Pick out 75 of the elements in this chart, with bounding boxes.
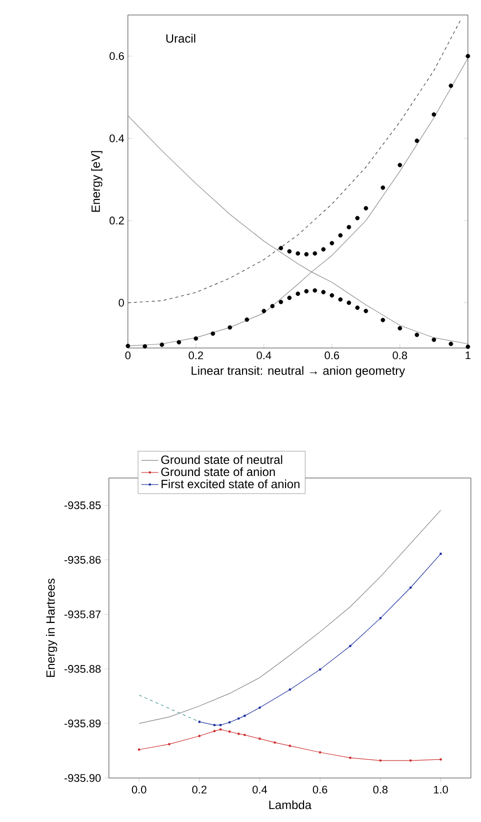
point bbox=[287, 296, 292, 300]
point bbox=[126, 344, 130, 348]
point bbox=[414, 332, 420, 338]
point bbox=[364, 308, 368, 314]
x-tick-label: 0.4 bbox=[252, 786, 268, 794]
point bbox=[160, 342, 164, 347]
y-axis-title: Energy [eV] bbox=[91, 151, 102, 212]
y-tick-label: 0.2 bbox=[110, 216, 124, 224]
x-tick-label: 1 bbox=[466, 352, 470, 360]
point bbox=[176, 340, 182, 344]
point bbox=[398, 326, 402, 330]
point bbox=[244, 317, 250, 322]
point bbox=[432, 112, 436, 117]
point bbox=[355, 216, 360, 220]
point bbox=[287, 249, 292, 254]
point bbox=[338, 233, 343, 238]
annotation: Uracil bbox=[166, 34, 196, 43]
y-tick-label: -935.89 bbox=[64, 720, 101, 728]
point bbox=[346, 224, 352, 230]
point bbox=[414, 138, 420, 143]
x-tick-label: 1.0 bbox=[434, 786, 448, 794]
point bbox=[398, 162, 402, 168]
point bbox=[321, 247, 326, 252]
legend-label: Ground state of neutral bbox=[161, 455, 282, 464]
x-tick-label: 0.4 bbox=[256, 352, 272, 360]
x-tick-label: 0.8 bbox=[392, 352, 408, 360]
point bbox=[304, 252, 309, 256]
y-axis-title: Energy in Hartrees bbox=[46, 578, 58, 677]
point bbox=[270, 304, 275, 308]
point bbox=[448, 342, 454, 346]
point bbox=[278, 300, 284, 304]
point bbox=[262, 308, 266, 314]
y-tick-label: 0.4 bbox=[110, 134, 124, 142]
x-axis-title: Linear transit: neutral → anion geometry bbox=[192, 366, 406, 378]
point bbox=[466, 344, 470, 349]
point bbox=[330, 240, 334, 246]
point bbox=[304, 289, 309, 294]
point bbox=[346, 300, 352, 305]
x-tick-label: 0.8 bbox=[373, 786, 388, 794]
y-tick-label: -935.87 bbox=[64, 610, 101, 618]
line-series bbox=[138, 510, 442, 724]
point bbox=[210, 331, 216, 336]
point bbox=[432, 338, 436, 342]
point bbox=[296, 251, 300, 256]
point bbox=[380, 185, 386, 190]
point bbox=[380, 318, 386, 322]
point bbox=[321, 290, 326, 294]
legend-label: First excited state of anion bbox=[162, 479, 300, 488]
point bbox=[448, 84, 454, 88]
point bbox=[312, 251, 318, 256]
x-tick-label: 0.2 bbox=[188, 352, 204, 360]
y-tick-label: -935.85 bbox=[64, 501, 101, 510]
point bbox=[142, 344, 148, 349]
point bbox=[364, 206, 368, 210]
x-axis-title: Lambda bbox=[269, 800, 312, 810]
x-tick-label: 0.2 bbox=[192, 786, 207, 794]
x-tick-label: 0.0 bbox=[132, 786, 146, 794]
y-tick-label: -935.86 bbox=[64, 556, 101, 564]
point bbox=[312, 288, 318, 293]
point bbox=[466, 54, 470, 58]
point bbox=[194, 336, 198, 341]
y-tick-label: -935.90 bbox=[64, 774, 101, 782]
x-tick-label: 0.6 bbox=[312, 786, 328, 794]
y-tick-label: -935.88 bbox=[64, 665, 101, 673]
legend-label: Ground state of anion bbox=[161, 467, 275, 476]
y-tick-label: 0 bbox=[118, 298, 124, 307]
point bbox=[355, 306, 360, 310]
point bbox=[296, 292, 300, 296]
y-tick-label: 0.6 bbox=[110, 52, 124, 60]
x-tick-label: 0 bbox=[125, 352, 131, 360]
point bbox=[278, 246, 284, 250]
point bbox=[228, 325, 232, 330]
x-tick-label: 0.6 bbox=[324, 352, 340, 360]
point bbox=[338, 297, 343, 302]
point bbox=[330, 293, 334, 298]
